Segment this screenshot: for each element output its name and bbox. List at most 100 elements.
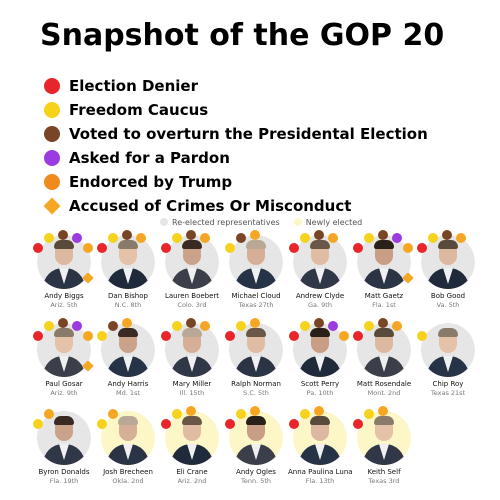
red-dot-icon bbox=[289, 243, 299, 253]
brown-dot-icon bbox=[44, 126, 60, 142]
yellow-dot-icon bbox=[172, 233, 182, 243]
member-portrait bbox=[229, 235, 283, 289]
member-portrait bbox=[229, 323, 283, 377]
legend-label: Asked for a Pardon bbox=[69, 149, 230, 167]
member-card: Matt Rosendale Mont. 2nd bbox=[352, 318, 416, 406]
member-name: Keith Self bbox=[367, 468, 401, 476]
orange-dot-icon bbox=[378, 406, 388, 416]
legend-label: Election Denier bbox=[69, 77, 198, 95]
orange-dot-icon bbox=[200, 233, 210, 243]
member-name: Matt Rosendale bbox=[356, 380, 412, 388]
member-card: Michael Cloud Texas 27th bbox=[224, 230, 288, 318]
legend-label: Voted to overturn the Presidental Electi… bbox=[69, 125, 428, 143]
member-portrait bbox=[37, 411, 91, 465]
brown-dot-icon bbox=[108, 321, 118, 331]
member-card: Keith Self Texas 3rd bbox=[352, 406, 416, 494]
orange-dot-icon bbox=[403, 243, 413, 253]
member-card: Andy Ogles Tenn. 5th bbox=[224, 406, 288, 494]
brown-dot-icon bbox=[122, 230, 132, 240]
member-portrait bbox=[37, 235, 91, 289]
yellow-dot-icon bbox=[300, 321, 310, 331]
brown-dot-icon bbox=[442, 230, 452, 240]
reelected-swatch-icon bbox=[160, 218, 168, 226]
orange-diamond-icon bbox=[43, 197, 61, 215]
orange-dot-icon bbox=[186, 406, 196, 416]
member-name: Anna Paulina Luna bbox=[288, 468, 353, 476]
member-name: Paul Gosar bbox=[45, 380, 83, 388]
purple-dot-icon bbox=[328, 321, 338, 331]
member-district: Mont. 2nd bbox=[367, 389, 401, 397]
brown-dot-icon bbox=[186, 318, 196, 328]
yellow-dot-icon bbox=[44, 321, 54, 331]
member-name: Andy Harris bbox=[107, 380, 149, 388]
member-card: Andrew Clyde Ga. 9th bbox=[288, 230, 352, 318]
member-portrait bbox=[165, 235, 219, 289]
yellow-dot-icon bbox=[428, 233, 438, 243]
orange-dot-icon bbox=[44, 409, 54, 419]
member-portrait bbox=[101, 235, 155, 289]
member-row: Andy Biggs Ariz. 5th Dan Bishop N.C. 8th Lau… bbox=[32, 230, 480, 318]
orange-dot-icon bbox=[250, 318, 260, 328]
yellow-dot-icon bbox=[300, 409, 310, 419]
member-district: Texas 3rd bbox=[368, 477, 400, 485]
yellow-dot-icon bbox=[300, 233, 310, 243]
orange-dot-icon bbox=[83, 331, 93, 341]
portrait-key: Re-elected representatives Newly elected bbox=[160, 216, 362, 228]
orange-dot-icon bbox=[122, 318, 132, 328]
brown-dot-icon bbox=[58, 318, 68, 328]
member-card: Mary Miller Ill. 15th bbox=[160, 318, 224, 406]
yellow-dot-icon bbox=[417, 331, 427, 341]
member-card: Byron Donalds Fla. 19th bbox=[32, 406, 96, 494]
purple-dot-icon bbox=[392, 233, 402, 243]
yellow-dot-icon bbox=[44, 233, 54, 243]
member-card: Chip Roy Texas 21st bbox=[416, 318, 480, 406]
member-card: Ralph Norman S.C. 5th bbox=[224, 318, 288, 406]
red-dot-icon bbox=[353, 243, 363, 253]
member-card: Matt Gaetz Fla. 1st bbox=[352, 230, 416, 318]
member-name: Chip Roy bbox=[432, 380, 464, 388]
member-name: Dan Bishop bbox=[108, 292, 148, 300]
legend-item-accused-of-crimes: Accused of Crimes Or Misconduct bbox=[43, 194, 428, 218]
brown-dot-icon bbox=[314, 318, 324, 328]
orange-dot-icon bbox=[44, 174, 60, 190]
member-card: Josh Brecheen Okla. 2nd bbox=[96, 406, 160, 494]
red-dot-icon bbox=[289, 331, 299, 341]
red-dot-icon bbox=[353, 419, 363, 429]
brown-dot-icon bbox=[58, 230, 68, 240]
member-row: Byron Donalds Fla. 19th Josh Brecheen Okla.… bbox=[32, 406, 480, 494]
member-card: Andy Harris Md. 1st bbox=[96, 318, 160, 406]
member-district: Ariz. 2nd bbox=[177, 477, 207, 485]
red-dot-icon bbox=[225, 419, 235, 429]
brown-dot-icon bbox=[236, 233, 246, 243]
member-district: Va. 5th bbox=[436, 301, 460, 309]
member-portrait bbox=[421, 323, 475, 377]
yellow-dot-icon bbox=[236, 409, 246, 419]
red-dot-icon bbox=[225, 331, 235, 341]
member-district: Ill. 15th bbox=[179, 389, 205, 397]
member-card: Paul Gosar Ariz. 9th bbox=[32, 318, 96, 406]
red-dot-icon bbox=[33, 243, 43, 253]
orange-dot-icon bbox=[328, 233, 338, 243]
member-name: Matt Gaetz bbox=[364, 292, 404, 300]
member-card: Eli Crane Ariz. 2nd bbox=[160, 406, 224, 494]
member-name: Lauren Boebert bbox=[164, 292, 220, 300]
member-district: Okla. 2nd bbox=[112, 477, 144, 485]
member-grid: Andy Biggs Ariz. 5th Dan Bishop N.C. 8th Lau… bbox=[32, 230, 480, 494]
red-dot-icon bbox=[289, 419, 299, 429]
orange-dot-icon bbox=[136, 233, 146, 243]
legend-item-voted-to-overturn: Voted to overturn the Presidental Electi… bbox=[44, 122, 428, 146]
member-district: Ga. 9th bbox=[308, 301, 332, 309]
orange-dot-icon bbox=[456, 233, 466, 243]
member-name: Eli Crane bbox=[176, 468, 208, 476]
member-portrait bbox=[357, 235, 411, 289]
orange-dot-icon bbox=[314, 406, 324, 416]
member-portrait bbox=[101, 411, 155, 465]
member-name: Josh Brecheen bbox=[103, 468, 153, 476]
orange-dot-icon bbox=[108, 409, 118, 419]
legend-label: Endorced by Trump bbox=[69, 173, 233, 191]
member-district: Fla. 19th bbox=[49, 477, 79, 485]
member-name: Scott Perry bbox=[300, 380, 340, 388]
legend-label: Freedom Caucus bbox=[69, 101, 209, 119]
orange-dot-icon bbox=[339, 331, 349, 341]
member-card: Bob Good Va. 5th bbox=[416, 230, 480, 318]
